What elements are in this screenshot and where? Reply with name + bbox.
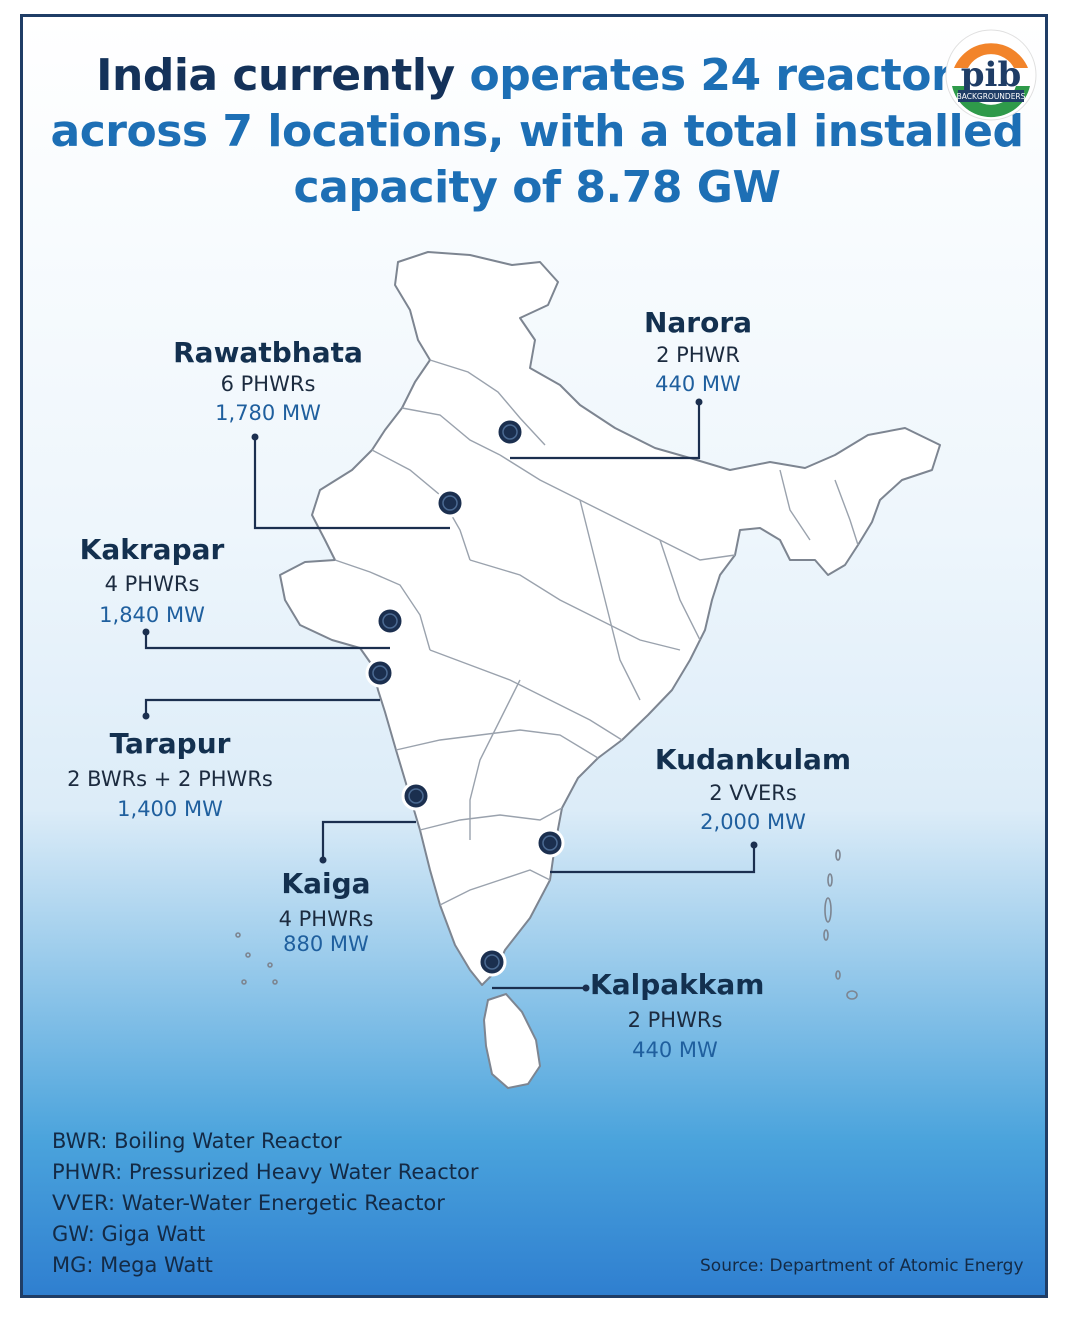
site-tarapur-reactors: 2 BWRs + 2 PHWRs (67, 767, 273, 791)
site-rawatbhata-capacity: 1,780 MW (215, 401, 321, 425)
site-kakrapar-name: Kakrapar (79, 533, 225, 566)
glossary-item: PHWR: Pressurized Heavy Water Reactor (52, 1160, 479, 1184)
site-tarapur-capacity: 1,400 MW (117, 797, 223, 821)
site-kaiga-reactors: 4 PHWRs (278, 907, 374, 931)
site-kakrapar-capacity: 1,840 MW (99, 603, 205, 627)
site-narora-capacity: 440 MW (655, 372, 741, 396)
site-kudankulam-capacity: 2,000 MW (700, 810, 806, 834)
logo-text: pib (961, 55, 1021, 95)
site-kalpakkam-capacity: 440 MW (632, 1038, 718, 1062)
glossary-item: BWR: Boiling Water Reactor (52, 1129, 342, 1153)
marker-kudankulam (535, 828, 565, 858)
site-kalpakkam-reactors: 2 PHWRs (627, 1008, 723, 1032)
marker-narora (495, 417, 525, 447)
headline-highlight: 8.78 GW (575, 162, 781, 213)
site-narora-reactors: 2 PHWR (656, 343, 740, 367)
marker-tarapur (365, 658, 395, 688)
site-markers (365, 417, 565, 977)
source-note: Source: Department of Atomic Energy (700, 1256, 1024, 1276)
sri-lanka-outline (482, 992, 542, 1090)
logo-subtext: BACKGROUNDERS (957, 92, 1026, 101)
site-kakrapar-reactors: 4 PHWRs (104, 572, 200, 596)
leader-endpoints (142, 398, 758, 992)
site-kudankulam-reactors: 2 VVERs (709, 781, 797, 805)
glossary-item: MG: Mega Watt (52, 1253, 213, 1277)
headline-part: India currently (96, 50, 470, 101)
site-rawatbhata-name: Rawatbhata (173, 336, 363, 369)
site-rawatbhata-reactors: 6 PHWRs (220, 372, 316, 396)
site-kaiga-capacity: 880 MW (283, 932, 369, 956)
marker-rawatbhata (435, 488, 465, 518)
site-narora-name: Narora (643, 306, 753, 339)
site-kalpakkam-name: Kalpakkam (590, 968, 765, 1001)
pib-logo: pib BACKGROUNDERS (945, 29, 1037, 121)
state-borders (334, 359, 859, 906)
leader-lines (144, 402, 756, 990)
headline: India currently operates 24 reactors acr… (0, 48, 1074, 216)
marker-kaiga (401, 781, 431, 811)
headline-highlight: operates 24 reactors (469, 50, 979, 101)
abbreviation-glossary: BWR: Boiling Water Reactor PHWR: Pressur… (52, 1126, 478, 1281)
marker-kakrapar (375, 606, 405, 636)
site-kudankulam-name: Kudankulam (654, 743, 852, 776)
headline-part: capacity of (293, 162, 576, 213)
glossary-item: VVER: Water-Water Energetic Reactor (52, 1191, 445, 1215)
island-groups (235, 849, 858, 1000)
marker-kalpakkam (477, 947, 507, 977)
headline-line2: across 7 locations, with a total install… (50, 106, 1024, 157)
site-kaiga-name: Kaiga (281, 867, 371, 900)
site-tarapur-name: Tarapur (109, 727, 231, 760)
glossary-item: GW: Giga Watt (52, 1222, 206, 1246)
